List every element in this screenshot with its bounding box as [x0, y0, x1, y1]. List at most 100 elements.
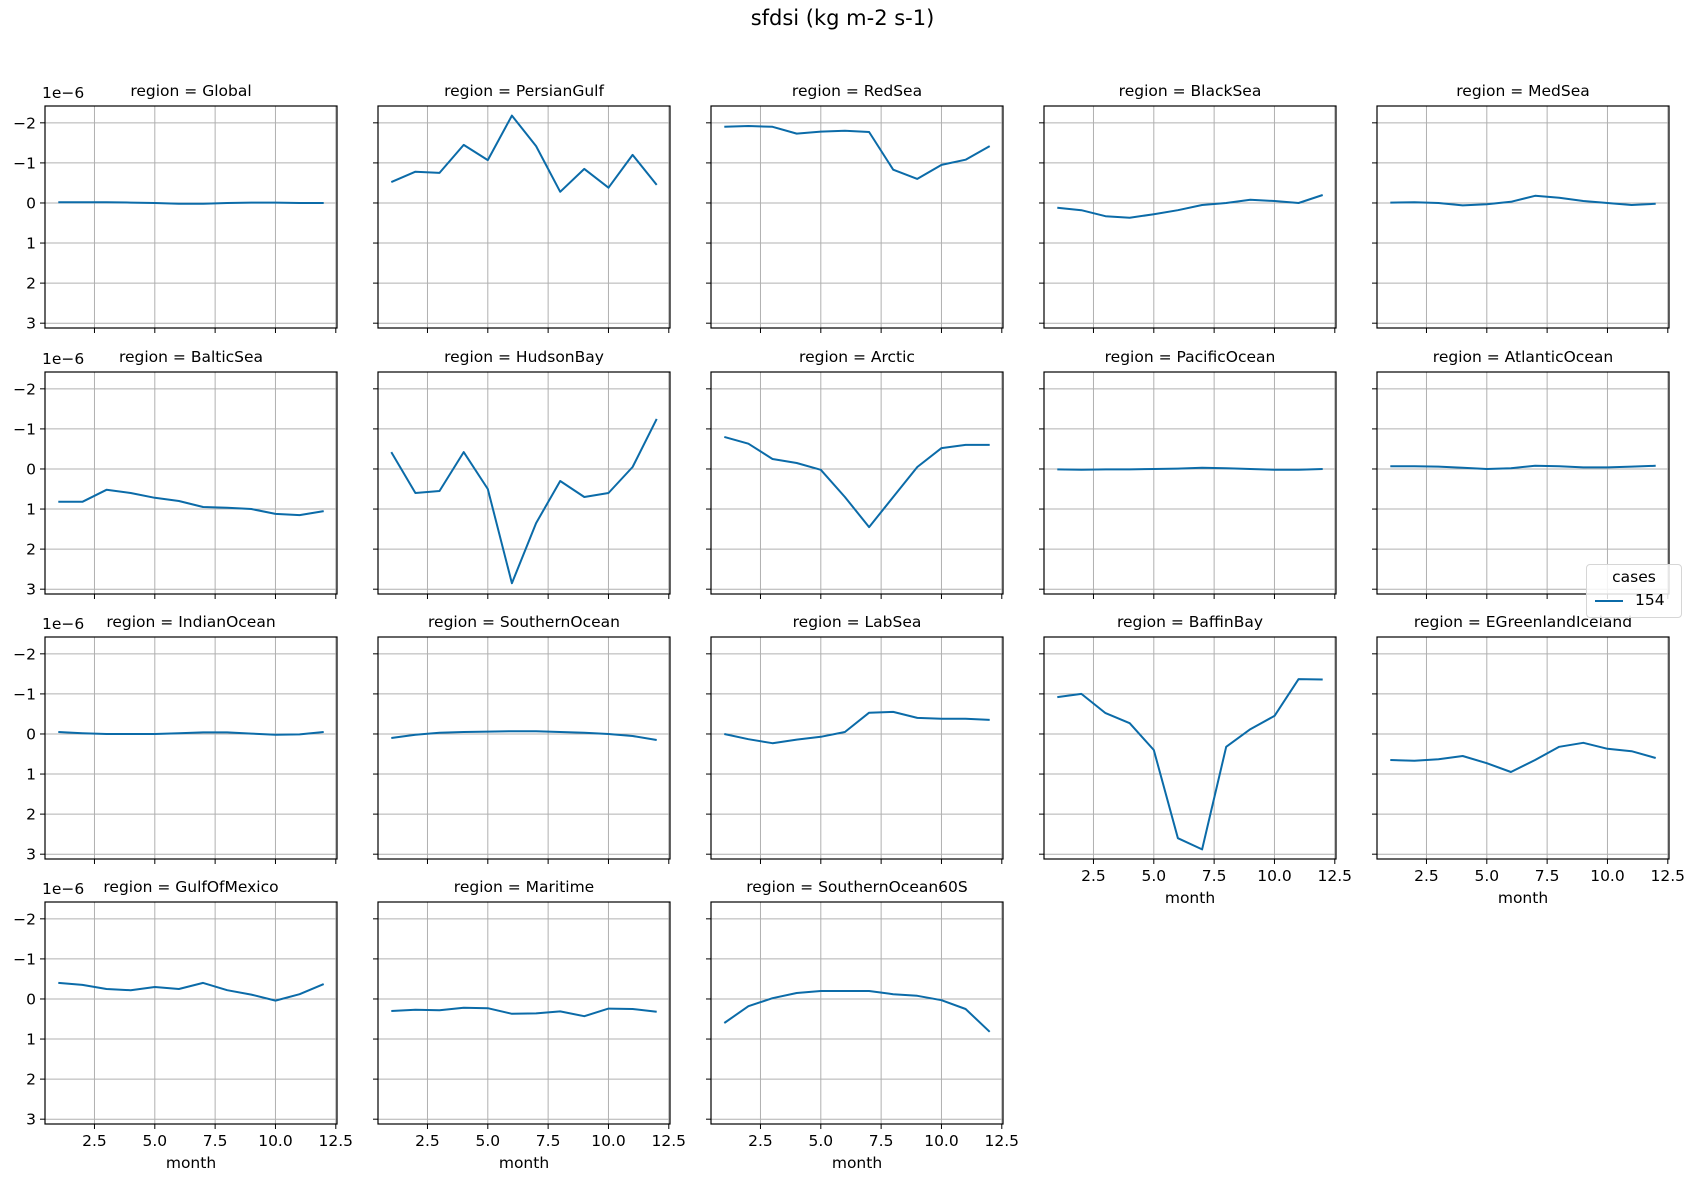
- series-line: [58, 731, 324, 736]
- subplot-balticsea: region = BalticSea −2 −1 0 1 2 3 1e−6: [13, 348, 338, 599]
- svg-text:12.5: 12.5: [319, 1132, 354, 1150]
- svg-text:month: month: [166, 1154, 216, 1172]
- svg-text:5.0: 5.0: [808, 1132, 833, 1150]
- subplot-title: region = Arctic: [799, 348, 915, 366]
- svg-text:−1: −1: [13, 685, 36, 703]
- subplot-egreenlandiceland: region = EGreenlandIceland 2.5 5.0 7.5 10.0 1…: [1372, 613, 1685, 907]
- series-line: [1057, 466, 1323, 471]
- svg-text:2.5: 2.5: [82, 1132, 107, 1150]
- subplot-title: region = EGreenlandIceland: [1413, 613, 1633, 631]
- subplot-blacksea: region = BlackSea: [1039, 82, 1337, 333]
- series-line: [391, 1006, 657, 1018]
- series-line: [723, 990, 991, 1033]
- subplot-arctic: region = Arctic: [706, 348, 1004, 599]
- subplot-pacificocean: region = PacificOcean: [1039, 348, 1337, 599]
- subplot-global: region = Global −2 −1 0 1 2 3 1e−6: [13, 82, 338, 333]
- svg-text:−2: −2: [13, 380, 36, 398]
- svg-text:−1: −1: [13, 950, 36, 968]
- subplot-hudsonbay: region = HudsonBay: [373, 348, 671, 599]
- series-line: [1057, 194, 1324, 219]
- series-line: [1057, 678, 1323, 851]
- svg-text:2: 2: [26, 275, 36, 293]
- subplot-title: region = BalticSea: [118, 348, 264, 366]
- svg-text:2.5: 2.5: [1081, 867, 1106, 885]
- svg-text:5.0: 5.0: [1141, 867, 1166, 885]
- svg-text:2: 2: [26, 541, 36, 559]
- subplot-labsea: region = LabSea: [706, 613, 1004, 864]
- subplot-southernocean: region = SouthernOcean: [373, 613, 671, 864]
- legend-entry-label: 154: [1635, 591, 1665, 609]
- svg-text:7.5: 7.5: [1535, 867, 1560, 885]
- svg-text:−2: −2: [13, 114, 36, 132]
- subplot-title: region = SouthernOcean60S: [746, 878, 968, 896]
- series-line: [391, 730, 657, 741]
- subplot-medsea: region = MedSea: [1372, 82, 1670, 333]
- series-line: [390, 114, 658, 193]
- svg-text:3: 3: [26, 846, 36, 864]
- svg-text:12.5: 12.5: [985, 1132, 1020, 1150]
- subplot-title: region = SouthernOcean: [428, 613, 620, 631]
- series-line: [58, 488, 324, 517]
- subplot-redsea: region = RedSea: [706, 82, 1004, 333]
- svg-text:1: 1: [26, 766, 36, 784]
- series-line: [1390, 194, 1656, 207]
- subplot-gulfofmexico: region = GulfOfMexico −2 −1 0 1 2 3 2.5 5.0 7.5 10…: [13, 878, 353, 1172]
- subplot-title: region = RedSea: [791, 82, 923, 100]
- series-line: [58, 981, 325, 1002]
- legend-line-swatch-icon: [1595, 600, 1623, 602]
- svg-text:0: 0: [26, 460, 36, 478]
- series-line: [724, 125, 991, 180]
- y-offset-label: 1e−6: [42, 84, 85, 102]
- svg-text:2: 2: [26, 1071, 36, 1089]
- svg-text:10.0: 10.0: [1590, 867, 1625, 885]
- svg-text:month: month: [832, 1154, 882, 1172]
- subplot-title: region = MedSea: [1456, 82, 1590, 100]
- series-line: [1390, 464, 1656, 470]
- subplot-title: region = AtlanticOcean: [1432, 348, 1614, 366]
- svg-text:1: 1: [26, 235, 36, 253]
- series-line: [724, 710, 990, 745]
- subplot-baffinbay: region = BaffinBay 2.5 5.0 7.5 10.0 12.5 month: [1039, 613, 1352, 907]
- subplot-title: region = Maritime: [453, 878, 595, 896]
- subplot-title: region = IndianOcean: [106, 613, 276, 631]
- svg-text:3: 3: [26, 581, 36, 599]
- subplot-title: region = BlackSea: [1118, 82, 1262, 100]
- subplot-atlanticocean: region = AtlanticOcean: [1372, 348, 1670, 599]
- subplot-title: region = LabSea: [792, 613, 922, 631]
- svg-text:1: 1: [26, 1031, 36, 1049]
- svg-text:2.5: 2.5: [415, 1132, 440, 1150]
- svg-text:2.5: 2.5: [748, 1132, 773, 1150]
- subplot-persiangulf: region = PersianGulf: [373, 82, 671, 333]
- legend: cases 154: [1586, 564, 1682, 618]
- subplot-title: region = PacificOcean: [1104, 348, 1276, 366]
- svg-text:−2: −2: [13, 645, 36, 663]
- series-line: [390, 418, 658, 585]
- legend-title: cases: [1612, 568, 1656, 586]
- subplot-title: region = Global: [130, 82, 252, 100]
- svg-text:1: 1: [26, 501, 36, 519]
- svg-text:5.0: 5.0: [475, 1132, 500, 1150]
- svg-text:10.0: 10.0: [258, 1132, 293, 1150]
- y-offset-label: 1e−6: [42, 615, 85, 633]
- svg-text:month: month: [1165, 889, 1215, 907]
- svg-text:0: 0: [26, 990, 36, 1008]
- y-offset-label: 1e−6: [42, 350, 85, 368]
- svg-text:10.0: 10.0: [924, 1132, 959, 1150]
- svg-text:7.5: 7.5: [536, 1132, 561, 1150]
- subplot-title: region = GulfOfMexico: [103, 878, 279, 896]
- svg-text:5.0: 5.0: [1474, 867, 1499, 885]
- svg-text:7.5: 7.5: [869, 1132, 894, 1150]
- svg-text:2.5: 2.5: [1414, 867, 1439, 885]
- svg-text:0: 0: [26, 725, 36, 743]
- svg-text:−1: −1: [13, 420, 36, 438]
- figure-title: sfdsi (kg m-2 s-1): [750, 6, 935, 30]
- svg-text:−1: −1: [13, 154, 36, 172]
- subplot-title: region = HudsonBay: [444, 348, 604, 366]
- subplot-maritime: region = Maritime 2.5 5.0 7.5 10.0 12.5 month: [373, 878, 686, 1172]
- svg-text:7.5: 7.5: [1202, 867, 1227, 885]
- svg-text:0: 0: [26, 194, 36, 212]
- svg-text:7.5: 7.5: [203, 1132, 228, 1150]
- subplot-southernocean60s: region = SouthernOcean60S 2.5 5.0 7.5 10.0 12…: [706, 878, 1019, 1172]
- svg-text:10.0: 10.0: [1257, 867, 1292, 885]
- subplot-title: region = PersianGulf: [444, 82, 604, 100]
